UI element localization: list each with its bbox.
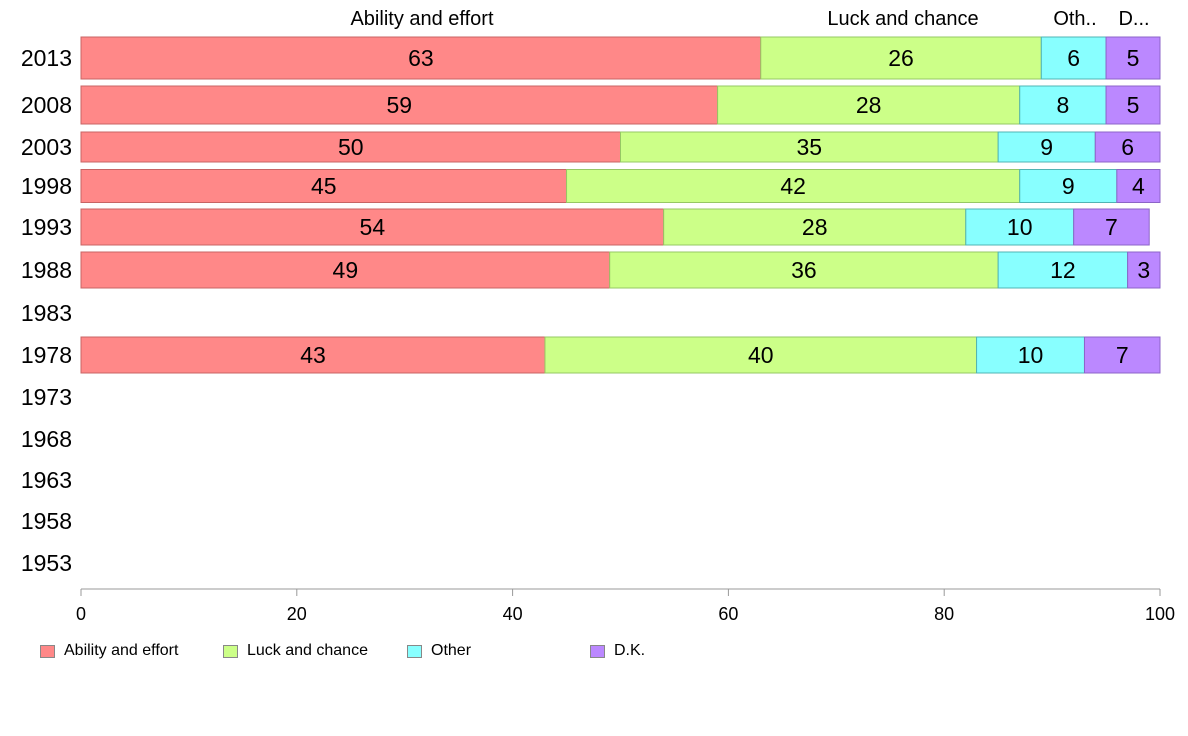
data-label: 6 (1121, 134, 1134, 160)
data-label: 8 (1056, 92, 1069, 118)
data-label: 10 (1007, 214, 1033, 240)
bar-segment (1040, 36, 1107, 80)
year-labels: 2013 2008 2003 1998 1993 1988 1983 1978 1973 1968… (21, 45, 72, 576)
data-label: 35 (797, 134, 823, 160)
legend-swatch (407, 644, 422, 658)
data-label: 7 (1116, 342, 1129, 368)
bar-segment (80, 85, 719, 125)
bar-segment (620, 131, 999, 163)
x-tick-label: 100 (1145, 604, 1175, 624)
data-label: 9 (1062, 173, 1075, 199)
data-label: 63 (408, 45, 434, 71)
data-label: 4 (1132, 173, 1145, 199)
series-header-label: Luck and chance (827, 8, 978, 30)
data-label: 10 (1018, 342, 1044, 368)
legend-swatch (223, 644, 238, 658)
bar-segment (80, 336, 546, 374)
data-label: 40 (748, 342, 774, 368)
legend-label: D.K. (614, 642, 646, 659)
year-label: 1963 (21, 467, 72, 493)
data-label: 59 (387, 92, 413, 118)
data-label: 7 (1105, 214, 1118, 240)
x-tick-label: 40 (503, 604, 523, 624)
data-label: 42 (780, 173, 806, 199)
bar-segment (1094, 131, 1161, 163)
bar-segment (1083, 336, 1161, 374)
year-label: 1988 (21, 257, 72, 283)
legend-item: Other (407, 642, 471, 660)
bar-segment (1116, 169, 1161, 203)
data-label: 9 (1040, 134, 1053, 160)
data-label: 6 (1067, 45, 1080, 71)
legend-swatch (40, 644, 55, 658)
legend-item: Ability and effort (40, 642, 178, 660)
bar-segment (717, 85, 1021, 125)
year-label: 1973 (21, 384, 72, 410)
data-label: 49 (333, 257, 359, 283)
year-label: 1958 (21, 508, 72, 534)
legend-swatch (590, 644, 605, 658)
year-label: 1978 (21, 342, 72, 368)
data-label: 28 (802, 214, 828, 240)
bar-segment (663, 208, 967, 246)
legend-label: Ability and effort (64, 642, 179, 659)
bar-segment (80, 36, 762, 80)
year-label: 1998 (21, 173, 72, 199)
legend-label: Luck and chance (247, 642, 368, 659)
year-label: 2003 (21, 134, 72, 160)
bar-segment (609, 251, 999, 289)
data-label: 5 (1127, 92, 1140, 118)
legend-item: Luck and chance (223, 642, 368, 660)
x-axis: 0 20 40 60 80 100 (76, 588, 1175, 624)
bar-segment (1127, 251, 1161, 289)
series-header-label: D... (1118, 8, 1149, 30)
bar-segment (976, 336, 1085, 374)
data-label: 45 (311, 173, 337, 199)
bar-segment (566, 169, 1021, 203)
data-label: 26 (888, 45, 914, 71)
bar-segment (760, 36, 1042, 80)
bar-segment (80, 169, 568, 203)
bar-segment (80, 251, 611, 289)
bar-segment (997, 251, 1129, 289)
bar-segment (80, 131, 621, 163)
bar-segment (1105, 36, 1161, 80)
data-label: 28 (856, 92, 882, 118)
data-label: 3 (1137, 257, 1150, 283)
bar-segment (1073, 208, 1150, 246)
data-label: 5 (1127, 45, 1140, 71)
year-label: 2013 (21, 45, 72, 71)
x-tick-label: 0 (76, 604, 86, 624)
series-header-label: Oth.. (1053, 8, 1096, 30)
year-label: 2008 (21, 92, 72, 118)
bar-segment (965, 208, 1075, 246)
bars-layer: 63 26 6 5 59 28 8 5 50 35 9 6 45 42 9 4 54 28 10 7 49 36 12 3 43… (80, 36, 1161, 374)
legend-item: D.K. (590, 642, 645, 660)
x-tick-label: 60 (718, 604, 738, 624)
x-tick-label: 20 (287, 604, 307, 624)
bar-segment (1019, 85, 1107, 125)
bar-segment (1105, 85, 1161, 125)
year-label: 1993 (21, 214, 72, 240)
year-label: 1953 (21, 550, 72, 576)
data-label: 36 (791, 257, 817, 283)
year-label: 1983 (21, 300, 72, 326)
data-label: 54 (360, 214, 386, 240)
legend: Ability and effort Luck and chance Other D.… (40, 642, 1140, 664)
legend-label: Other (431, 642, 472, 659)
bar-segment (80, 208, 665, 246)
year-label: 1968 (21, 426, 72, 452)
data-label: 50 (338, 134, 364, 160)
series-header-labels: Ability and effort Luck and chance Oth.. D.… (350, 8, 1149, 30)
data-label: 43 (300, 342, 326, 368)
data-label: 12 (1050, 257, 1076, 283)
series-header-label: Ability and effort (350, 8, 493, 30)
x-tick-label: 80 (934, 604, 954, 624)
